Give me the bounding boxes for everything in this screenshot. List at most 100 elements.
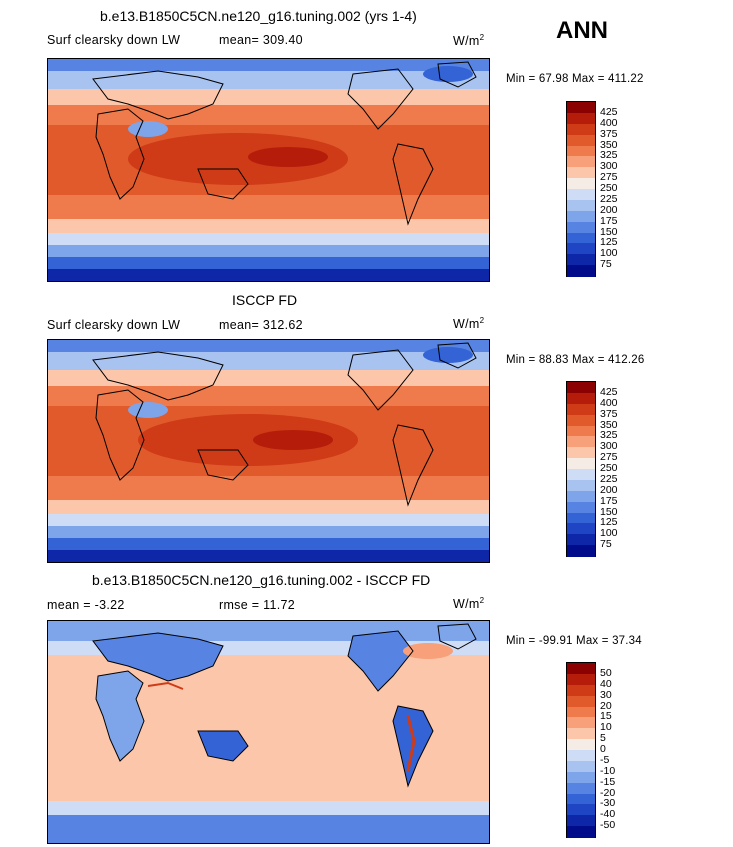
- colorbar-box: [567, 771, 595, 784]
- colorbar-tick-label: -5: [600, 753, 610, 766]
- colorbar-box: [567, 199, 595, 212]
- colorbar-tick-label: 30: [600, 688, 612, 701]
- colorbar-box: [567, 382, 595, 394]
- panel-1-title: b.e13.B1850C5CN.ne120_g16.tuning.002 (yr…: [100, 8, 417, 24]
- colorbar-box: [567, 739, 595, 751]
- colorbar-tick-label: 400: [600, 116, 618, 129]
- colorbar-box: [567, 826, 595, 838]
- colorbar-box: [567, 403, 595, 416]
- colorbar-tick-label: -15: [600, 775, 616, 788]
- colorbar-tick-label: 425: [600, 105, 618, 118]
- colorbar-box: [567, 804, 595, 816]
- colorbar-tick-label: 400: [600, 396, 618, 409]
- colorbar-tick-label: 5: [600, 732, 606, 745]
- panel-2-mean-label: mean= 312.62: [219, 318, 303, 332]
- panel-1-map: [47, 58, 490, 282]
- colorbar-tick-label: 325: [600, 429, 618, 442]
- colorbar-box: [567, 156, 595, 168]
- colorbar-box: [567, 167, 595, 179]
- colorbar-box: [567, 782, 595, 794]
- colorbar-box: [567, 523, 595, 535]
- colorbar-tick-label: -10: [600, 764, 616, 777]
- colorbar-tick-label: 350: [600, 418, 618, 431]
- colorbar-tick-label: 225: [600, 192, 618, 205]
- colorbar-box: [567, 545, 595, 557]
- colorbar-tick-label: 425: [600, 385, 618, 398]
- colorbar-tick-label: 100: [600, 247, 618, 260]
- panel-2-variable-label: Surf clearsky down LW: [47, 318, 181, 332]
- panel-3-colorbar: [566, 662, 596, 838]
- panel-1-minmax: Min = 67.98 Max = 411.22: [506, 73, 644, 85]
- colorbar-tick-label: 75: [600, 258, 612, 271]
- colorbar-box: [567, 717, 595, 729]
- colorbar-box: [567, 695, 595, 707]
- panel-2-units: W/m2: [453, 316, 485, 332]
- panel-2-minmax: Min = 88.83 Max = 412.26: [506, 354, 645, 366]
- colorbar-tick-label: 75: [600, 538, 612, 551]
- colorbar-box: [567, 447, 595, 459]
- colorbar-box: [567, 512, 595, 524]
- colorbar-box: [567, 145, 595, 157]
- colorbar-box: [567, 243, 595, 255]
- colorbar-box: [567, 112, 595, 125]
- colorbar-tick-label: 375: [600, 407, 618, 420]
- colorbar-box: [567, 534, 595, 546]
- colorbar-tick-label: 375: [600, 127, 618, 140]
- colorbar-tick-label: 300: [600, 160, 618, 173]
- colorbar-tick-label: 20: [600, 699, 612, 712]
- colorbar-tick-label: 175: [600, 494, 618, 507]
- colorbar-tick-label: 10: [600, 721, 612, 734]
- panel-2-title: ISCCP FD: [232, 292, 298, 308]
- colorbar-tick-label: 350: [600, 138, 618, 151]
- colorbar-box: [567, 760, 595, 773]
- colorbar-box: [567, 706, 595, 718]
- colorbar-tick-label: 40: [600, 677, 612, 690]
- panel-3-mean-label: mean = -3.22: [47, 598, 125, 612]
- colorbar-box: [567, 728, 595, 740]
- colorbar-tick-label: 275: [600, 451, 618, 464]
- colorbar-tick-label: 100: [600, 527, 618, 540]
- panel-3-title: b.e13.B1850C5CN.ne120_g16.tuning.002 - I…: [92, 572, 431, 588]
- season-label: ANN: [556, 17, 608, 44]
- colorbar-tick-label: 200: [600, 203, 618, 216]
- colorbar-tick-label: -20: [600, 786, 616, 799]
- colorbar-tick-label: -40: [600, 808, 616, 821]
- colorbar-box: [567, 189, 595, 201]
- colorbar-tick-label: 0: [600, 743, 606, 755]
- colorbar-box: [567, 815, 595, 827]
- colorbar-box: [567, 501, 595, 513]
- colorbar-box: [567, 392, 595, 405]
- panel-1-mean-label: mean= 309.40: [219, 33, 303, 47]
- colorbar-tick-label: 275: [600, 171, 618, 184]
- colorbar-box: [567, 793, 595, 805]
- colorbar-box: [567, 232, 595, 244]
- colorbar-tick-label: 125: [600, 236, 618, 249]
- colorbar-box: [567, 134, 595, 146]
- colorbar-box: [567, 436, 595, 448]
- colorbar-tick-label: -50: [600, 819, 616, 832]
- colorbar-box: [567, 254, 595, 266]
- colorbar-tick-label: 250: [600, 462, 618, 474]
- colorbar-tick-label: 300: [600, 440, 618, 453]
- colorbar-box: [567, 479, 595, 492]
- colorbar-tick-label: 225: [600, 472, 618, 485]
- colorbar-box: [567, 750, 595, 762]
- colorbar-box: [567, 414, 595, 426]
- colorbar-box: [567, 673, 595, 686]
- panel-2-map: [47, 339, 490, 563]
- colorbar-box: [567, 490, 595, 503]
- colorbar-tick-label: 50: [600, 666, 612, 679]
- panel-1-colorbar: [566, 101, 596, 277]
- panel-3-units: W/m2: [453, 596, 485, 612]
- panel-3-minmax: Min = -99.91 Max = 37.34: [506, 635, 642, 647]
- colorbar-tick-label: -30: [600, 797, 616, 810]
- colorbar-tick-label: 200: [600, 483, 618, 496]
- colorbar-box: [567, 458, 595, 470]
- colorbar-box: [567, 221, 595, 233]
- colorbar-box: [567, 425, 595, 437]
- panel-3-rmse-label: rmse = 11.72: [219, 598, 295, 612]
- panel-3-map: [47, 620, 490, 844]
- colorbar-tick-label: 250: [600, 182, 618, 194]
- colorbar-box: [567, 663, 595, 675]
- colorbar-tick-label: 150: [600, 505, 618, 518]
